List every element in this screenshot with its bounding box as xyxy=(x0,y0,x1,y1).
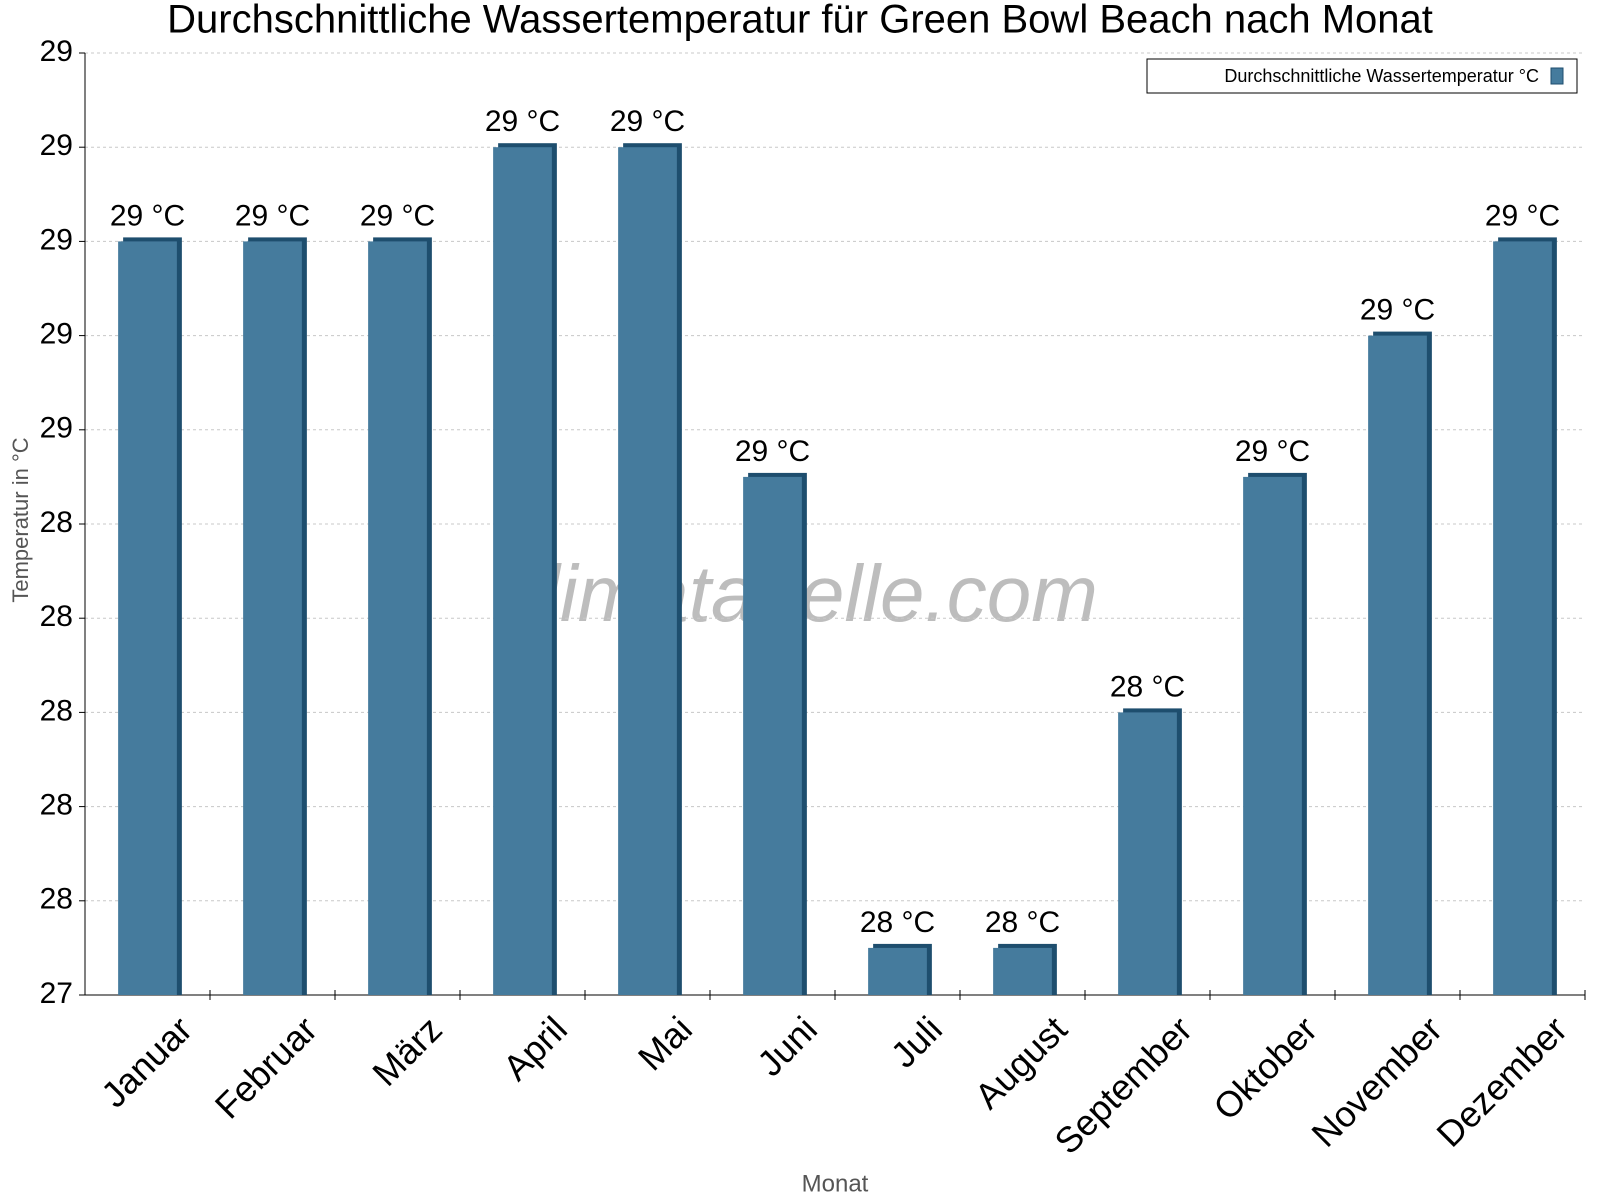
y-tick-label: 28 xyxy=(40,600,73,633)
legend-box xyxy=(1146,58,1578,94)
bar xyxy=(1493,241,1552,995)
bar xyxy=(743,476,802,995)
x-tick-label: Februar xyxy=(207,1008,325,1126)
y-tick-label: 28 xyxy=(40,789,73,822)
legend-label: Durchschnittliche Wassertemperatur °C xyxy=(1224,66,1539,86)
y-tick-label: 28 xyxy=(40,694,73,727)
bar xyxy=(993,947,1052,995)
y-tick-label: 29 xyxy=(40,412,73,445)
x-tick-label: August xyxy=(967,1008,1075,1116)
chart-title: Durchschnittliche Wassertemperatur für G… xyxy=(167,0,1433,42)
x-tick-label: April xyxy=(495,1008,575,1088)
y-axis-label: Temperatur in °C xyxy=(8,437,33,602)
x-tick-label: Juli xyxy=(883,1008,950,1075)
bar xyxy=(493,147,552,995)
bar xyxy=(118,241,177,995)
value-label: 29 °C xyxy=(1235,435,1310,468)
value-label: 29 °C xyxy=(1485,199,1560,232)
y-tick-label: 29 xyxy=(40,318,73,351)
y-tick-label: 29 xyxy=(40,35,73,68)
value-label: 28 °C xyxy=(1110,670,1185,703)
value-label: 29 °C xyxy=(1360,294,1435,327)
value-label: 29 °C xyxy=(485,105,560,138)
bar xyxy=(243,241,302,995)
value-label: 29 °C xyxy=(610,105,685,138)
x-tick-label: März xyxy=(364,1008,450,1094)
x-tick-label: Mai xyxy=(630,1008,700,1078)
bar xyxy=(1118,712,1177,995)
y-tick-label: 28 xyxy=(40,506,73,539)
x-tick-label: Dezember xyxy=(1428,1008,1574,1154)
value-label: 28 °C xyxy=(985,906,1060,939)
x-tick-label: November xyxy=(1303,1008,1449,1154)
value-label: 29 °C xyxy=(360,199,435,232)
bar xyxy=(618,147,677,995)
bar xyxy=(1243,476,1302,995)
x-axis-label: Monat xyxy=(802,1170,869,1197)
value-label: 28 °C xyxy=(860,906,935,939)
y-tick-label: 28 xyxy=(40,883,73,916)
y-tick-label: 29 xyxy=(40,129,73,162)
x-tick-label: Oktober xyxy=(1205,1008,1325,1128)
value-label: 29 °C xyxy=(735,435,810,468)
y-tick-label: 29 xyxy=(40,223,73,256)
bar xyxy=(868,947,927,995)
x-tick-label: September xyxy=(1046,1008,1200,1162)
value-label: 29 °C xyxy=(235,199,310,232)
value-label: 29 °C xyxy=(110,199,185,232)
x-tick-label: Januar xyxy=(93,1008,200,1115)
legend-swatch xyxy=(1550,67,1564,85)
bar xyxy=(1368,335,1427,996)
y-tick-label: 27 xyxy=(40,977,73,1010)
bar xyxy=(368,241,427,995)
x-tick-label: Juni xyxy=(749,1008,825,1084)
